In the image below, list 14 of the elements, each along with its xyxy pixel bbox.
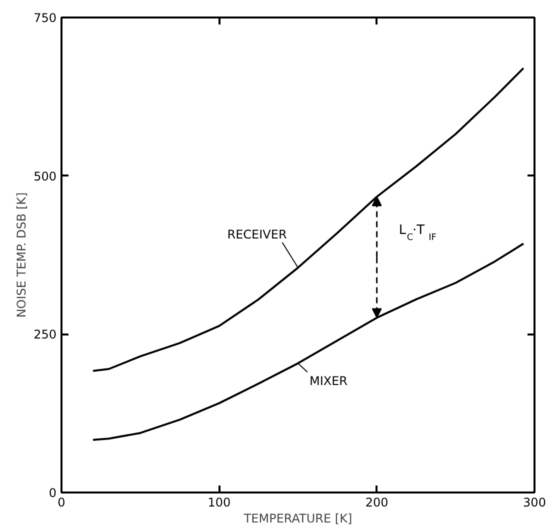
text: RECEIVER — [227, 227, 287, 242]
x-tick-label: 300 — [523, 496, 546, 510]
legend-label: MIXER — [309, 374, 348, 388]
line-series — [92, 242, 524, 441]
x-tick-label: 200 — [365, 496, 388, 510]
x-axis-title: TEMPERATURE [K] — [242, 512, 352, 526]
y-tick-label: 500 — [34, 169, 56, 184]
x-tick-label: 100 — [208, 496, 231, 510]
line-series — [92, 67, 524, 372]
x-tick-label: 0 — [58, 496, 66, 510]
y-tick-label: 0 — [48, 486, 57, 500]
y-tick-label: 250 — [34, 328, 56, 342]
y-axis-title: NOISE TEMP. DSB [K] — [14, 192, 29, 318]
y-tick-label: 750 — [34, 11, 56, 25]
